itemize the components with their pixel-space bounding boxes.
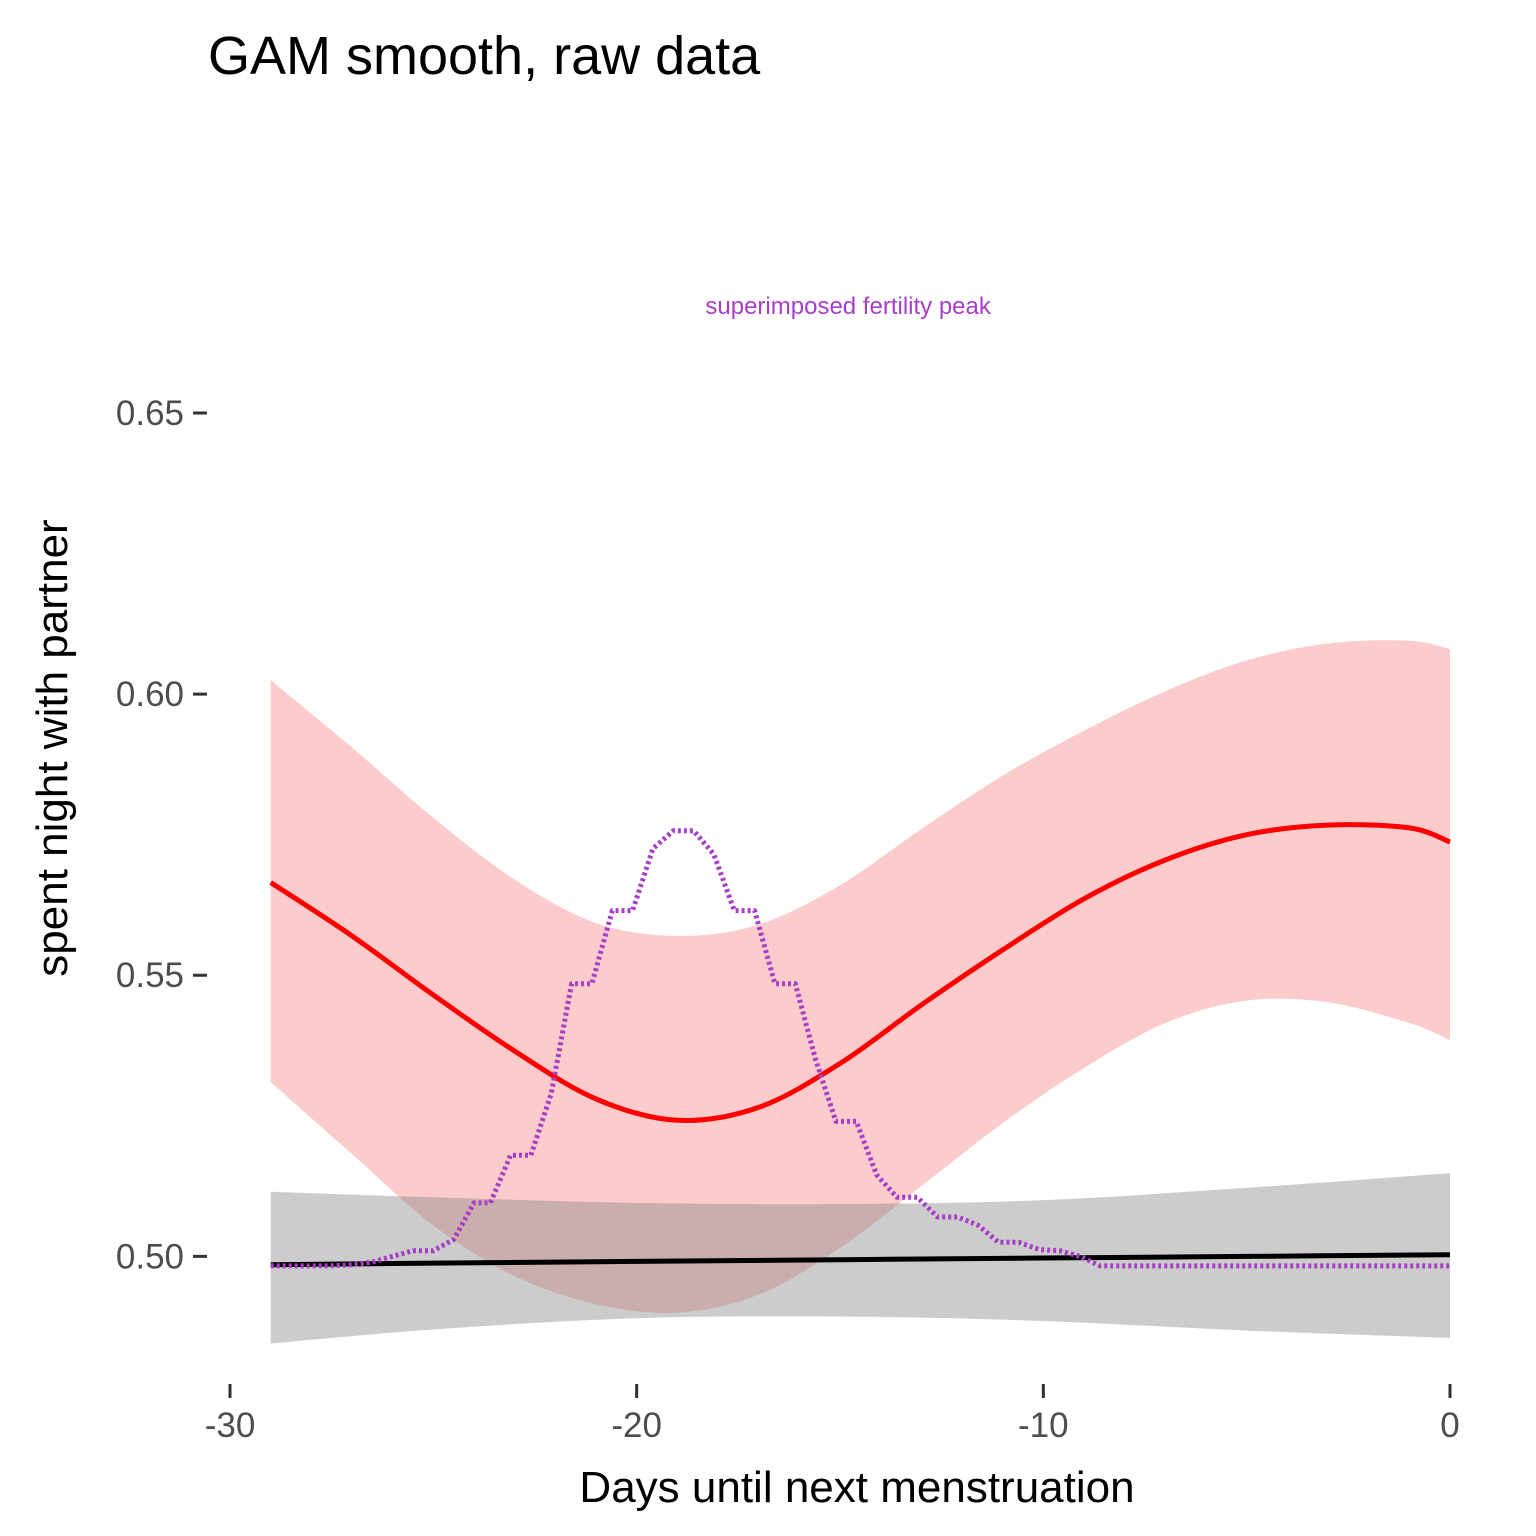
y-tick-label: 0.55: [116, 956, 184, 995]
series-lines: [269, 822, 1451, 1269]
y-tick-label: 0.60: [116, 675, 184, 714]
x-axis-title: Days until next menstruation: [579, 1463, 1134, 1512]
y-tick-label: 0.50: [116, 1237, 184, 1276]
y-axis-title: spent night with partner: [28, 519, 77, 976]
series-1-line: [270, 1252, 1451, 1268]
y-axis: 0.50 0.55 0.60 0.65: [116, 394, 207, 1276]
confidence-bands: [270, 640, 1451, 1344]
chart-title: GAM smooth, raw data: [208, 26, 761, 86]
x-tick-label: -30: [205, 1406, 256, 1445]
series-0-line: [269, 822, 1451, 1124]
x-axis: -30 -20 -10 0: [205, 1384, 1460, 1445]
x-tick-label: 0: [1440, 1406, 1459, 1445]
x-tick-label: -10: [1018, 1406, 1069, 1445]
fertility-peak-annotation: superimposed fertility peak: [705, 293, 991, 320]
x-tick-label: -20: [611, 1406, 662, 1445]
y-tick-label: 0.65: [116, 394, 184, 433]
series-0-confidence-band: [270, 640, 1451, 1313]
